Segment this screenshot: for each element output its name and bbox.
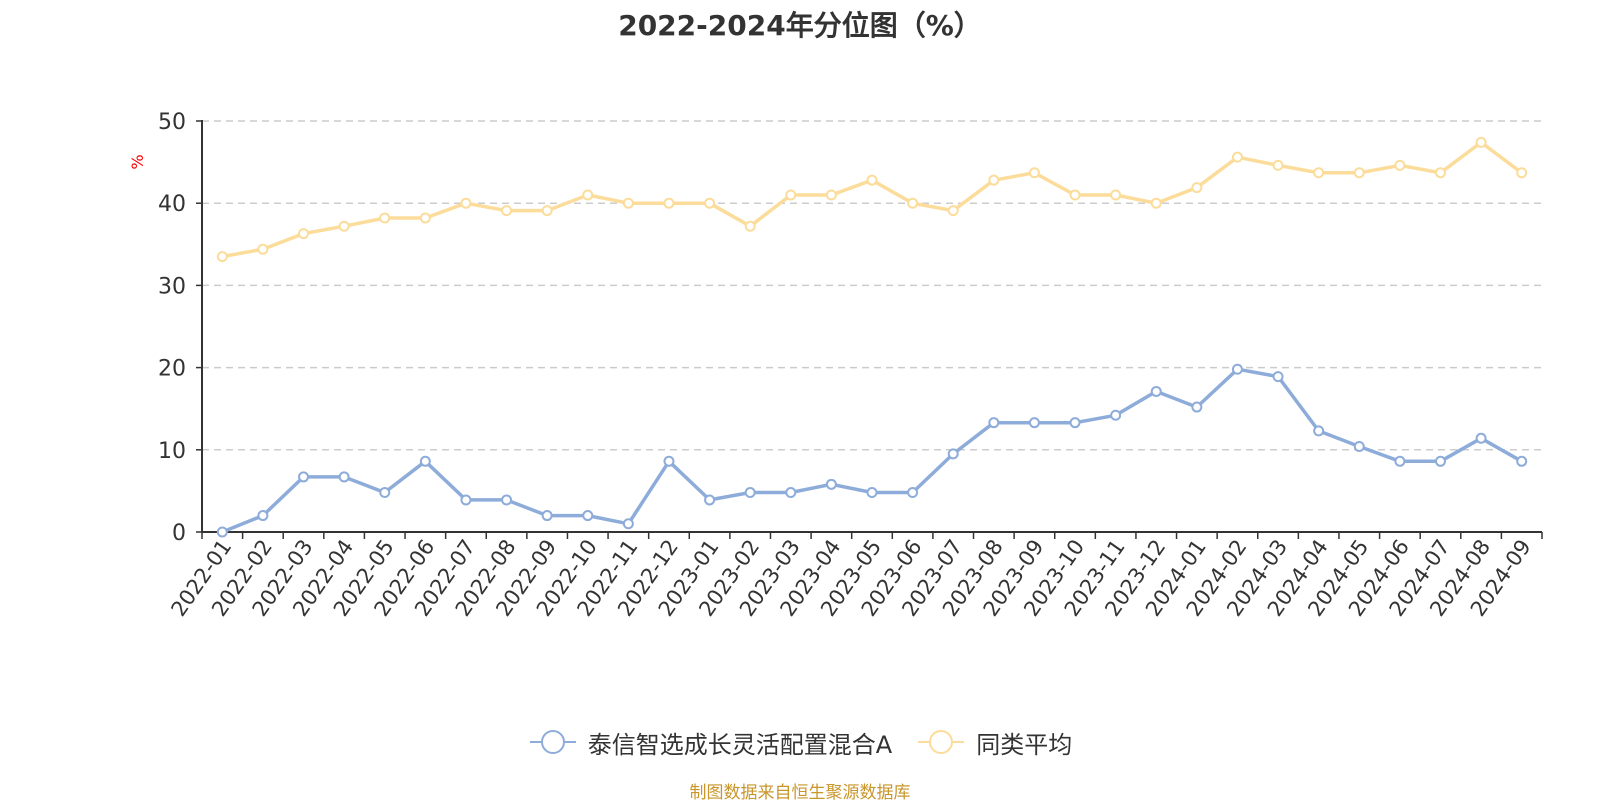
data-point-0-30[interactable] (1434, 455, 1446, 467)
data-point-1-1[interactable] (257, 243, 269, 255)
data-point-1-7[interactable] (501, 205, 513, 217)
data-point-1-21[interactable] (1069, 189, 1081, 201)
data-point-0-11[interactable] (663, 455, 675, 467)
data-point-0-21[interactable] (1069, 417, 1081, 429)
data-point-0-1[interactable] (257, 510, 269, 522)
series-line-1 (221, 140, 1523, 259)
legend-marker-fund-icon (529, 730, 576, 754)
data-point-1-6[interactable] (460, 197, 472, 209)
data-point-0-6[interactable] (460, 494, 472, 506)
x-tick-labels: 2022-012022-022022-032022-042022-052022-… (166, 535, 1535, 621)
data-point-0-2[interactable] (298, 471, 310, 483)
y-axis-label: % (128, 154, 147, 169)
data-point-1-17[interactable] (907, 197, 919, 209)
data-point-1-18[interactable] (947, 205, 959, 217)
data-point-1-29[interactable] (1394, 159, 1406, 171)
y-tick-labels: 0 10 20 30 40 50 (158, 110, 186, 546)
y-tick-label: 10 (158, 439, 186, 464)
data-point-0-15[interactable] (825, 478, 837, 490)
axes (196, 120, 1543, 539)
data-point-0-19[interactable] (988, 417, 1000, 429)
data-point-1-9[interactable] (582, 189, 594, 201)
series-line-0 (221, 367, 1523, 534)
data-point-1-13[interactable] (744, 220, 756, 232)
data-point-1-12[interactable] (704, 197, 716, 209)
data-point-0-31[interactable] (1475, 432, 1487, 444)
data-point-0-27[interactable] (1313, 425, 1325, 437)
data-point-0-0[interactable] (216, 526, 228, 538)
data-point-0-28[interactable] (1353, 441, 1365, 453)
data-point-0-22[interactable] (1110, 409, 1122, 421)
data-point-1-31[interactable] (1475, 136, 1487, 148)
data-point-0-32[interactable] (1516, 455, 1528, 467)
data-point-1-26[interactable] (1272, 159, 1284, 171)
legend-label-peer-average: 同类平均 (976, 730, 1073, 759)
data-point-1-25[interactable] (1231, 151, 1243, 163)
data-point-1-16[interactable] (866, 174, 878, 186)
data-point-1-15[interactable] (825, 189, 837, 201)
grid-lines (202, 120, 1542, 451)
data-point-0-26[interactable] (1272, 371, 1284, 383)
data-point-1-20[interactable] (1028, 167, 1040, 179)
data-point-0-8[interactable] (541, 510, 553, 522)
data-point-1-23[interactable] (1150, 197, 1162, 209)
y-tick-label: 50 (158, 110, 186, 135)
data-point-1-28[interactable] (1353, 167, 1365, 179)
data-point-1-30[interactable] (1434, 167, 1446, 179)
data-point-0-10[interactable] (622, 518, 634, 530)
data-point-0-5[interactable] (419, 455, 431, 467)
data-point-0-24[interactable] (1191, 401, 1203, 413)
data-point-1-22[interactable] (1110, 189, 1122, 201)
y-tick-label: 40 (158, 192, 186, 217)
legend: 泰信智选成长灵活配置混合A 同类平均 (0, 722, 1600, 762)
data-source-note: 制图数据来自恒生聚源数据库 (689, 783, 911, 803)
data-point-0-20[interactable] (1028, 417, 1040, 429)
data-point-1-8[interactable] (541, 205, 553, 217)
data-point-1-27[interactable] (1313, 167, 1325, 179)
data-point-1-11[interactable] (663, 197, 675, 209)
data-point-0-25[interactable] (1231, 363, 1243, 375)
data-point-1-2[interactable] (298, 228, 310, 240)
data-point-0-7[interactable] (501, 494, 513, 506)
data-point-0-14[interactable] (785, 487, 797, 499)
data-point-0-9[interactable] (582, 510, 594, 522)
data-point-1-14[interactable] (785, 189, 797, 201)
y-tick-label: 0 (172, 521, 186, 546)
data-point-0-12[interactable] (704, 494, 716, 506)
y-tick-label: 30 (158, 274, 186, 299)
legend-item-fund[interactable]: 泰信智选成长灵活配置混合A (528, 725, 892, 760)
series-lines (216, 136, 1528, 538)
data-point-1-10[interactable] (622, 197, 634, 209)
legend-item-peer-average[interactable]: 同类平均 (916, 725, 1072, 760)
chart-title: 2022-2024年分位图（%） (618, 9, 982, 42)
data-point-1-5[interactable] (419, 212, 431, 224)
data-point-1-24[interactable] (1191, 182, 1203, 194)
y-tick-label: 20 (158, 357, 186, 382)
data-point-0-29[interactable] (1394, 455, 1406, 467)
data-point-0-16[interactable] (866, 487, 878, 499)
data-point-0-17[interactable] (907, 487, 919, 499)
data-point-0-18[interactable] (947, 448, 959, 460)
legend-marker-peer-average-icon (918, 730, 965, 754)
data-point-1-19[interactable] (988, 174, 1000, 186)
data-point-1-32[interactable] (1516, 167, 1528, 179)
data-point-1-4[interactable] (379, 212, 391, 224)
data-point-1-3[interactable] (338, 220, 350, 232)
data-point-0-23[interactable] (1150, 385, 1162, 397)
legend-label-fund: 泰信智选成长灵活配置混合A (587, 730, 893, 759)
data-point-0-13[interactable] (744, 487, 756, 499)
data-point-0-3[interactable] (338, 471, 350, 483)
data-point-1-0[interactable] (216, 251, 228, 263)
data-point-0-4[interactable] (379, 487, 391, 499)
